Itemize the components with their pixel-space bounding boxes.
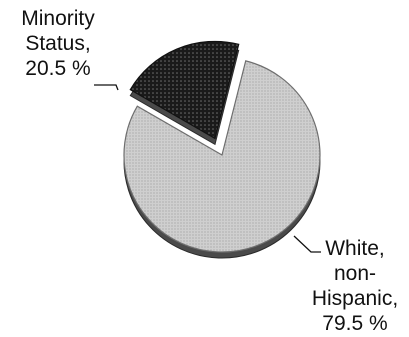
leader-line-white-non-hispanic [293, 235, 321, 253]
slice-label-minority-status: Minority Status, 20.5 % [10, 6, 106, 81]
pie-slice-white-non-hispanic [123, 60, 321, 253]
slice-label-line: Status, [25, 32, 91, 55]
slice-label-white-non-hispanic: White, non- Hispanic, 79.5 % [305, 236, 405, 336]
slice-label-line: White, [325, 237, 385, 260]
leader-line-minority-status [94, 84, 119, 91]
slice-label-line: 79.5 % [322, 312, 388, 335]
slice-label-line: non- [333, 262, 377, 285]
slice-label-line: Minority [21, 7, 95, 30]
pie-slice-minority-status [129, 40, 240, 140]
slice-label-line: Hispanic, [311, 287, 399, 310]
slice-label-line: 20.5 % [25, 57, 91, 80]
